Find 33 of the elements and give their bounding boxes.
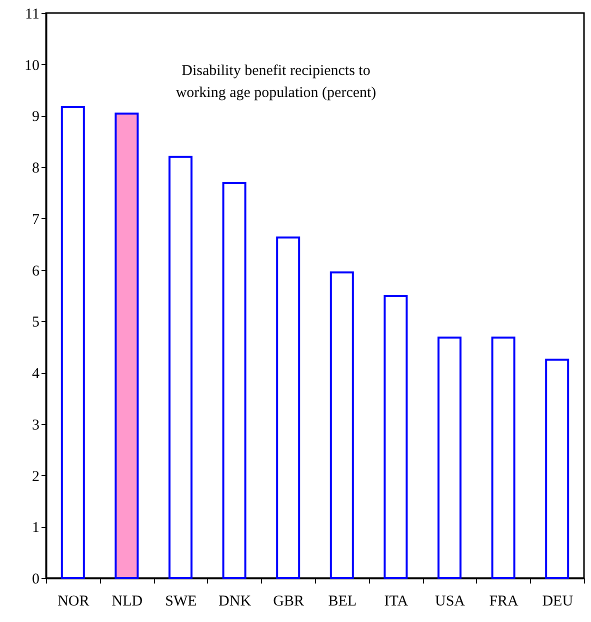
y-tick-label: 11 — [25, 6, 40, 22]
y-tick-label: 9 — [32, 109, 40, 126]
x-tick-label: DEU — [542, 594, 574, 610]
bar — [276, 236, 300, 579]
bar — [114, 112, 139, 579]
bar — [330, 271, 354, 579]
bar — [545, 358, 570, 579]
x-tick-label: USA — [434, 594, 466, 610]
bar — [384, 295, 408, 579]
bar — [222, 182, 246, 579]
y-tick-label: 6 — [32, 263, 40, 280]
y-tick-label: 3 — [32, 417, 40, 434]
y-tick-label: 1 — [32, 520, 40, 536]
y-tick-label: 8 — [32, 160, 40, 177]
x-tick-label: DNK — [218, 594, 252, 610]
y-tick-label: 4 — [32, 366, 40, 382]
y-tick-label: 10 — [24, 58, 40, 74]
y-tick-label: 7 — [32, 212, 40, 228]
x-tick-label: ITA — [384, 594, 408, 610]
x-tick-label: SWE — [165, 594, 197, 610]
bar — [491, 336, 516, 579]
y-tick-label: 0 — [32, 572, 40, 588]
text: Disability benefit recipiencts to working age population (percent) — [176, 63, 376, 101]
x-tick-label: NLD — [112, 594, 143, 610]
bar — [60, 106, 85, 579]
x-tick-label: BEL — [328, 594, 357, 610]
y-tick-label: 2 — [32, 468, 40, 485]
bar — [438, 336, 462, 579]
y-tick-label: 5 — [32, 314, 40, 331]
x-tick-label: NOR — [58, 594, 90, 610]
bar — [168, 156, 192, 579]
x-tick-label: FRA — [489, 594, 519, 610]
x-tick-label: GBR — [273, 594, 304, 610]
